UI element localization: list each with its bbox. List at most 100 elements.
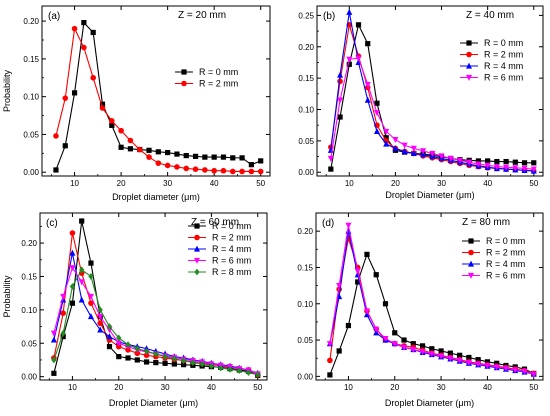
data-point	[218, 364, 224, 372]
x-tick-label: 50	[529, 383, 538, 392]
data-point	[494, 360, 500, 366]
data-point	[531, 160, 537, 166]
data-point	[97, 306, 103, 314]
data-point	[457, 352, 463, 358]
x-tick-label: 10	[344, 383, 353, 392]
data-point	[106, 344, 113, 350]
y-tick-label: 0.05	[298, 137, 314, 146]
x-tick-label: 20	[391, 179, 400, 188]
data-point	[153, 360, 159, 366]
data-point	[153, 350, 159, 358]
data-point	[466, 354, 472, 361]
data-point	[81, 44, 87, 51]
data-point	[127, 137, 134, 144]
data-point	[410, 341, 416, 347]
data-point	[327, 155, 334, 162]
legend-marker	[468, 249, 474, 256]
data-point	[438, 348, 444, 354]
data-point	[392, 137, 399, 144]
data-point	[220, 167, 227, 174]
data-point	[438, 353, 445, 360]
data-point	[336, 283, 343, 290]
data-point	[382, 301, 389, 307]
data-point	[503, 164, 510, 171]
data-point	[493, 163, 500, 170]
data-point	[78, 279, 85, 286]
data-point	[374, 100, 380, 106]
data-point	[118, 127, 124, 134]
data-point	[239, 155, 245, 161]
panel-label: (c)	[46, 218, 58, 229]
data-point	[364, 96, 371, 103]
data-point	[373, 110, 380, 117]
data-point	[447, 350, 453, 356]
legend-label: R = 8 mm	[212, 267, 251, 277]
data-point	[69, 300, 76, 306]
legend-marker	[181, 69, 187, 75]
x-axis-title: Droplet Diameter (μm)	[385, 398, 474, 408]
legend-label: R = 4 mm	[486, 259, 525, 269]
x-tick-label: 10	[345, 179, 354, 188]
data-point	[50, 336, 57, 343]
legend-label: R = 2 mm	[212, 233, 251, 243]
data-point	[336, 348, 342, 354]
x-tick-label: 30	[437, 383, 446, 392]
data-point	[428, 351, 435, 358]
x-tick-label: 10	[68, 383, 77, 392]
y-tick-label: 0.10	[298, 106, 314, 115]
data-point	[337, 97, 344, 104]
data-point	[60, 293, 67, 300]
data-point	[199, 360, 205, 368]
data-point	[115, 340, 122, 347]
y-axis-title: Probability	[2, 69, 12, 112]
legend-marker	[194, 223, 200, 229]
data-point	[255, 371, 261, 379]
data-point	[363, 308, 370, 315]
x-tick-label: 40	[210, 179, 219, 188]
data-point	[88, 273, 94, 280]
data-point	[190, 359, 196, 367]
panel-a: 10 20 30 40 50 0.00 0.05 0.10 0.15 0.20 Droplet di…	[2, 5, 271, 202]
data-point	[87, 313, 94, 320]
data-point	[211, 167, 217, 174]
data-point	[116, 354, 122, 360]
data-point	[155, 149, 161, 155]
data-point	[373, 326, 380, 333]
data-point	[383, 135, 389, 141]
legend-label: R = 0 mm	[212, 221, 251, 231]
data-point	[257, 168, 264, 175]
data-point	[364, 251, 370, 257]
y-axis-title: Probability	[2, 275, 12, 318]
data-point	[125, 341, 131, 348]
data-point	[420, 148, 427, 155]
legend-label: R = 6 mm	[212, 256, 251, 266]
panel-d: 10 20 30 40 50 0.00 0.05 0.10 0.15 0.20 Droplet Di…	[297, 212, 544, 408]
data-point	[97, 320, 104, 327]
data-point	[236, 367, 242, 375]
data-point	[202, 154, 208, 160]
y-tick-label: 0.05	[23, 130, 39, 139]
data-point	[475, 357, 481, 363]
data-point	[51, 370, 57, 376]
y-tick-label: 0.20	[298, 43, 314, 52]
y-tick-label: 0.20	[23, 17, 39, 26]
legend-marker	[466, 74, 472, 81]
data-point	[465, 359, 472, 366]
z-annotation: Z = 40 mm	[466, 10, 514, 21]
legend: R = 0 mm R = 2 mmR = 4 mm R = 6 mm	[462, 236, 525, 281]
data-point	[327, 357, 333, 364]
data-point	[109, 122, 115, 128]
data-point	[183, 165, 190, 172]
data-point	[171, 355, 177, 363]
legend-marker	[466, 51, 472, 58]
data-point	[60, 310, 66, 317]
data-point	[419, 343, 426, 349]
data-point	[229, 168, 236, 175]
data-point	[208, 362, 215, 370]
data-point	[136, 146, 143, 153]
data-point	[164, 162, 171, 169]
data-point	[248, 168, 255, 175]
data-point	[174, 164, 180, 170]
data-point	[116, 334, 122, 342]
